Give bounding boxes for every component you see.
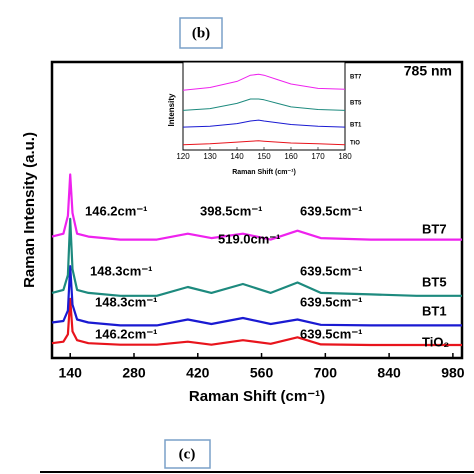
y-axis-label: Raman Intensity (a.u.) — [21, 132, 38, 288]
series-label: TiO — [350, 141, 360, 147]
peak-annotation: 639.5cm⁻¹ — [300, 263, 363, 278]
spectrum-line — [51, 265, 462, 327]
spectrum-line — [182, 73, 346, 91]
x-tick-label: 560 — [250, 365, 274, 381]
series-label: BT7 — [350, 75, 362, 81]
spectrum-line — [182, 98, 346, 111]
x-tick-label: 170 — [311, 152, 325, 161]
series-label: TiO₂ — [422, 334, 449, 349]
panel-label-box — [164, 439, 211, 469]
series-label: BT5 — [422, 274, 447, 289]
x-tick-label: 120 — [176, 152, 190, 161]
panel-label: (c) — [179, 446, 196, 462]
plot-frame — [182, 61, 346, 151]
series-label: BT5 — [350, 101, 362, 107]
spectrum-line — [182, 119, 346, 128]
x-tick-label: 150 — [257, 152, 271, 161]
x-tick-label: 140 — [59, 365, 83, 381]
panel-label-box — [179, 17, 223, 49]
peak-annotation: 398.5cm⁻¹ — [200, 203, 263, 218]
note: 785 nm — [404, 63, 452, 79]
x-tick-label: 140 — [230, 152, 244, 161]
spectrum-line — [51, 173, 462, 241]
x-tick-label: 420 — [186, 365, 210, 381]
x-tick-label: 980 — [441, 365, 465, 381]
x-tick-label: 130 — [203, 152, 217, 161]
series-label: BT7 — [422, 221, 447, 236]
x-tick-label: 160 — [284, 152, 298, 161]
panel-label: (b) — [192, 25, 210, 41]
peak-annotation: 519.0cm⁻¹ — [218, 231, 281, 246]
x-tick-label: 280 — [122, 365, 146, 381]
x-axis-label: Raman Shift (cm⁻¹) — [189, 388, 325, 405]
x-tick-label: 840 — [377, 365, 401, 381]
x-tick-label: 180 — [338, 152, 352, 161]
series-label: BT1 — [350, 123, 362, 129]
peak-annotation: 639.5cm⁻¹ — [300, 203, 363, 218]
spectrum-line — [182, 140, 346, 146]
x-axis-label: Raman Shift (cm⁻¹) — [232, 169, 296, 176]
peak-annotation: 148.3cm⁻¹ — [95, 294, 158, 309]
peak-annotation: 639.5cm⁻¹ — [300, 294, 363, 309]
peak-annotation: 639.5cm⁻¹ — [300, 326, 363, 341]
x-tick-label: 700 — [314, 365, 338, 381]
peak-annotation: 146.2cm⁻¹ — [95, 326, 158, 341]
y-axis-label: Intensity — [167, 93, 176, 126]
series-label: BT1 — [422, 303, 447, 318]
spectrum-line — [51, 217, 462, 297]
peak-annotation: 148.3cm⁻¹ — [90, 263, 153, 278]
peak-annotation: 146.2cm⁻¹ — [85, 203, 148, 218]
spectrum-line — [51, 297, 462, 347]
